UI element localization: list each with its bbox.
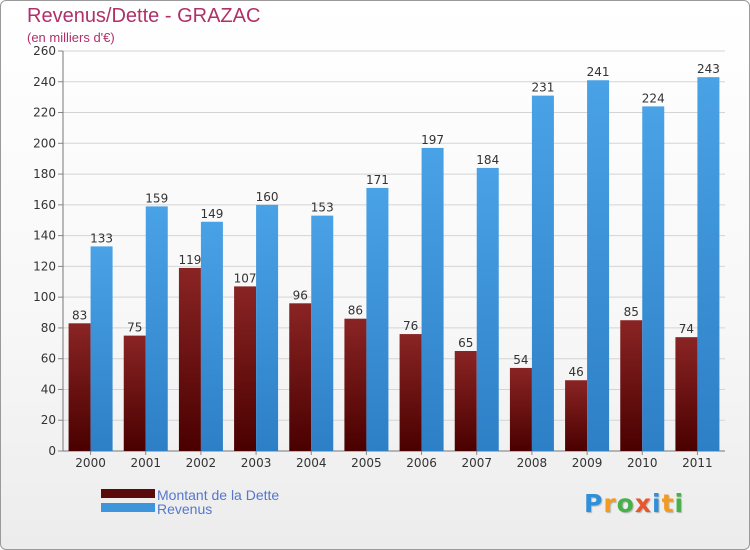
- x-tick-label: 2005: [351, 456, 382, 470]
- x-tick-label: 2010: [627, 456, 658, 470]
- chart-title: Revenus/Dette - GRAZAC: [27, 5, 261, 27]
- bar-dette: [68, 323, 91, 451]
- legend-label-dette: Montant de la Dette: [157, 487, 280, 503]
- y-tick-label: 20: [41, 413, 56, 427]
- bar-dette: [565, 380, 588, 451]
- y-tick-label: 100: [33, 290, 56, 304]
- bar-dette: [178, 267, 201, 451]
- legend-item-dette: Montant de la Dette: [101, 487, 279, 503]
- x-tick-label: 2004: [296, 456, 327, 470]
- bar-revenus: [531, 95, 554, 451]
- chart-subtitle: (en milliers d'€): [27, 30, 115, 45]
- data-label-dette: 119: [178, 253, 201, 267]
- data-label-revenus: 159: [145, 191, 168, 205]
- bar-dette: [454, 351, 477, 451]
- y-tick-label: 220: [33, 106, 56, 120]
- bar-revenus: [587, 80, 610, 451]
- y-tick-label: 240: [33, 75, 56, 89]
- data-label-revenus: 184: [476, 153, 499, 167]
- y-tick-label: 60: [41, 352, 56, 366]
- logo-letter: P: [584, 489, 604, 518]
- data-label-dette: 85: [624, 305, 639, 319]
- x-tick-label: 2002: [186, 456, 217, 470]
- logo-letter: x: [634, 489, 652, 518]
- bar-revenus: [476, 167, 499, 451]
- y-tick-label: 200: [33, 136, 56, 150]
- bar-dette: [399, 334, 422, 451]
- logo-letter: o: [616, 489, 635, 518]
- bar-revenus: [642, 106, 665, 451]
- bar-dette: [620, 320, 643, 451]
- y-tick-label: 0: [48, 444, 56, 458]
- x-tick-label: 2008: [517, 456, 548, 470]
- y-tick-label: 40: [41, 382, 56, 396]
- bar-dette: [123, 335, 146, 451]
- x-tick-label: 2001: [130, 456, 161, 470]
- data-label-dette: 96: [293, 288, 308, 302]
- logo-letter: i: [652, 489, 662, 518]
- x-tick-label: 2009: [572, 456, 603, 470]
- x-tick-label: 2007: [461, 456, 492, 470]
- x-tick-label: 2003: [241, 456, 272, 470]
- data-label-revenus: 243: [697, 62, 720, 76]
- bar-revenus: [697, 77, 720, 452]
- bar-dette: [289, 303, 312, 451]
- data-label-dette: 75: [127, 321, 142, 335]
- y-tick-label: 160: [33, 198, 56, 212]
- legend-item-revenus: Revenus: [101, 501, 212, 517]
- data-label-dette: 74: [679, 322, 694, 336]
- bar-revenus: [311, 215, 334, 451]
- data-label-revenus: 149: [200, 207, 223, 221]
- data-label-dette: 83: [72, 308, 87, 322]
- legend-swatch-revenus: [101, 503, 155, 512]
- data-label-revenus: 241: [587, 65, 610, 79]
- bar-revenus: [366, 187, 389, 451]
- bar-dette: [675, 337, 698, 451]
- data-label-dette: 54: [513, 353, 528, 367]
- y-tick-label: 120: [33, 259, 56, 273]
- x-tick-label: 2011: [682, 456, 713, 470]
- data-label-revenus: 133: [90, 231, 113, 245]
- y-tick-label: 260: [33, 44, 56, 58]
- data-label-dette: 65: [458, 336, 473, 350]
- data-label-revenus: 231: [531, 81, 554, 95]
- bar-revenus: [421, 147, 444, 451]
- bar-revenus: [90, 246, 113, 451]
- data-label-dette: 86: [348, 304, 363, 318]
- data-label-revenus: 171: [366, 173, 389, 187]
- logo-letter: i: [674, 489, 685, 518]
- data-label-dette: 46: [568, 365, 583, 379]
- y-tick-label: 180: [33, 167, 56, 181]
- data-label-revenus: 197: [421, 133, 444, 147]
- legend-label-revenus: Revenus: [157, 501, 213, 517]
- bar-dette: [234, 286, 257, 451]
- data-label-revenus: 224: [642, 91, 665, 105]
- bar-revenus: [200, 221, 223, 451]
- data-label-revenus: 153: [311, 201, 334, 215]
- x-tick-label: 2000: [75, 456, 106, 470]
- logo-letter: t: [661, 489, 675, 518]
- y-tick-label: 140: [33, 229, 56, 243]
- data-label-dette: 107: [234, 271, 257, 285]
- legend-swatch-dette: [101, 489, 155, 498]
- y-tick-label: 80: [41, 321, 56, 335]
- data-label-revenus: 160: [256, 190, 279, 204]
- bar-dette: [509, 367, 532, 451]
- bar-revenus: [256, 204, 279, 451]
- logo-letter: r: [603, 489, 617, 518]
- bar-dette: [344, 318, 367, 451]
- data-label-dette: 76: [403, 319, 418, 333]
- x-tick-label: 2006: [406, 456, 437, 470]
- proxiti-logo: Proxiti: [584, 489, 684, 518]
- bar-revenus: [145, 206, 168, 451]
